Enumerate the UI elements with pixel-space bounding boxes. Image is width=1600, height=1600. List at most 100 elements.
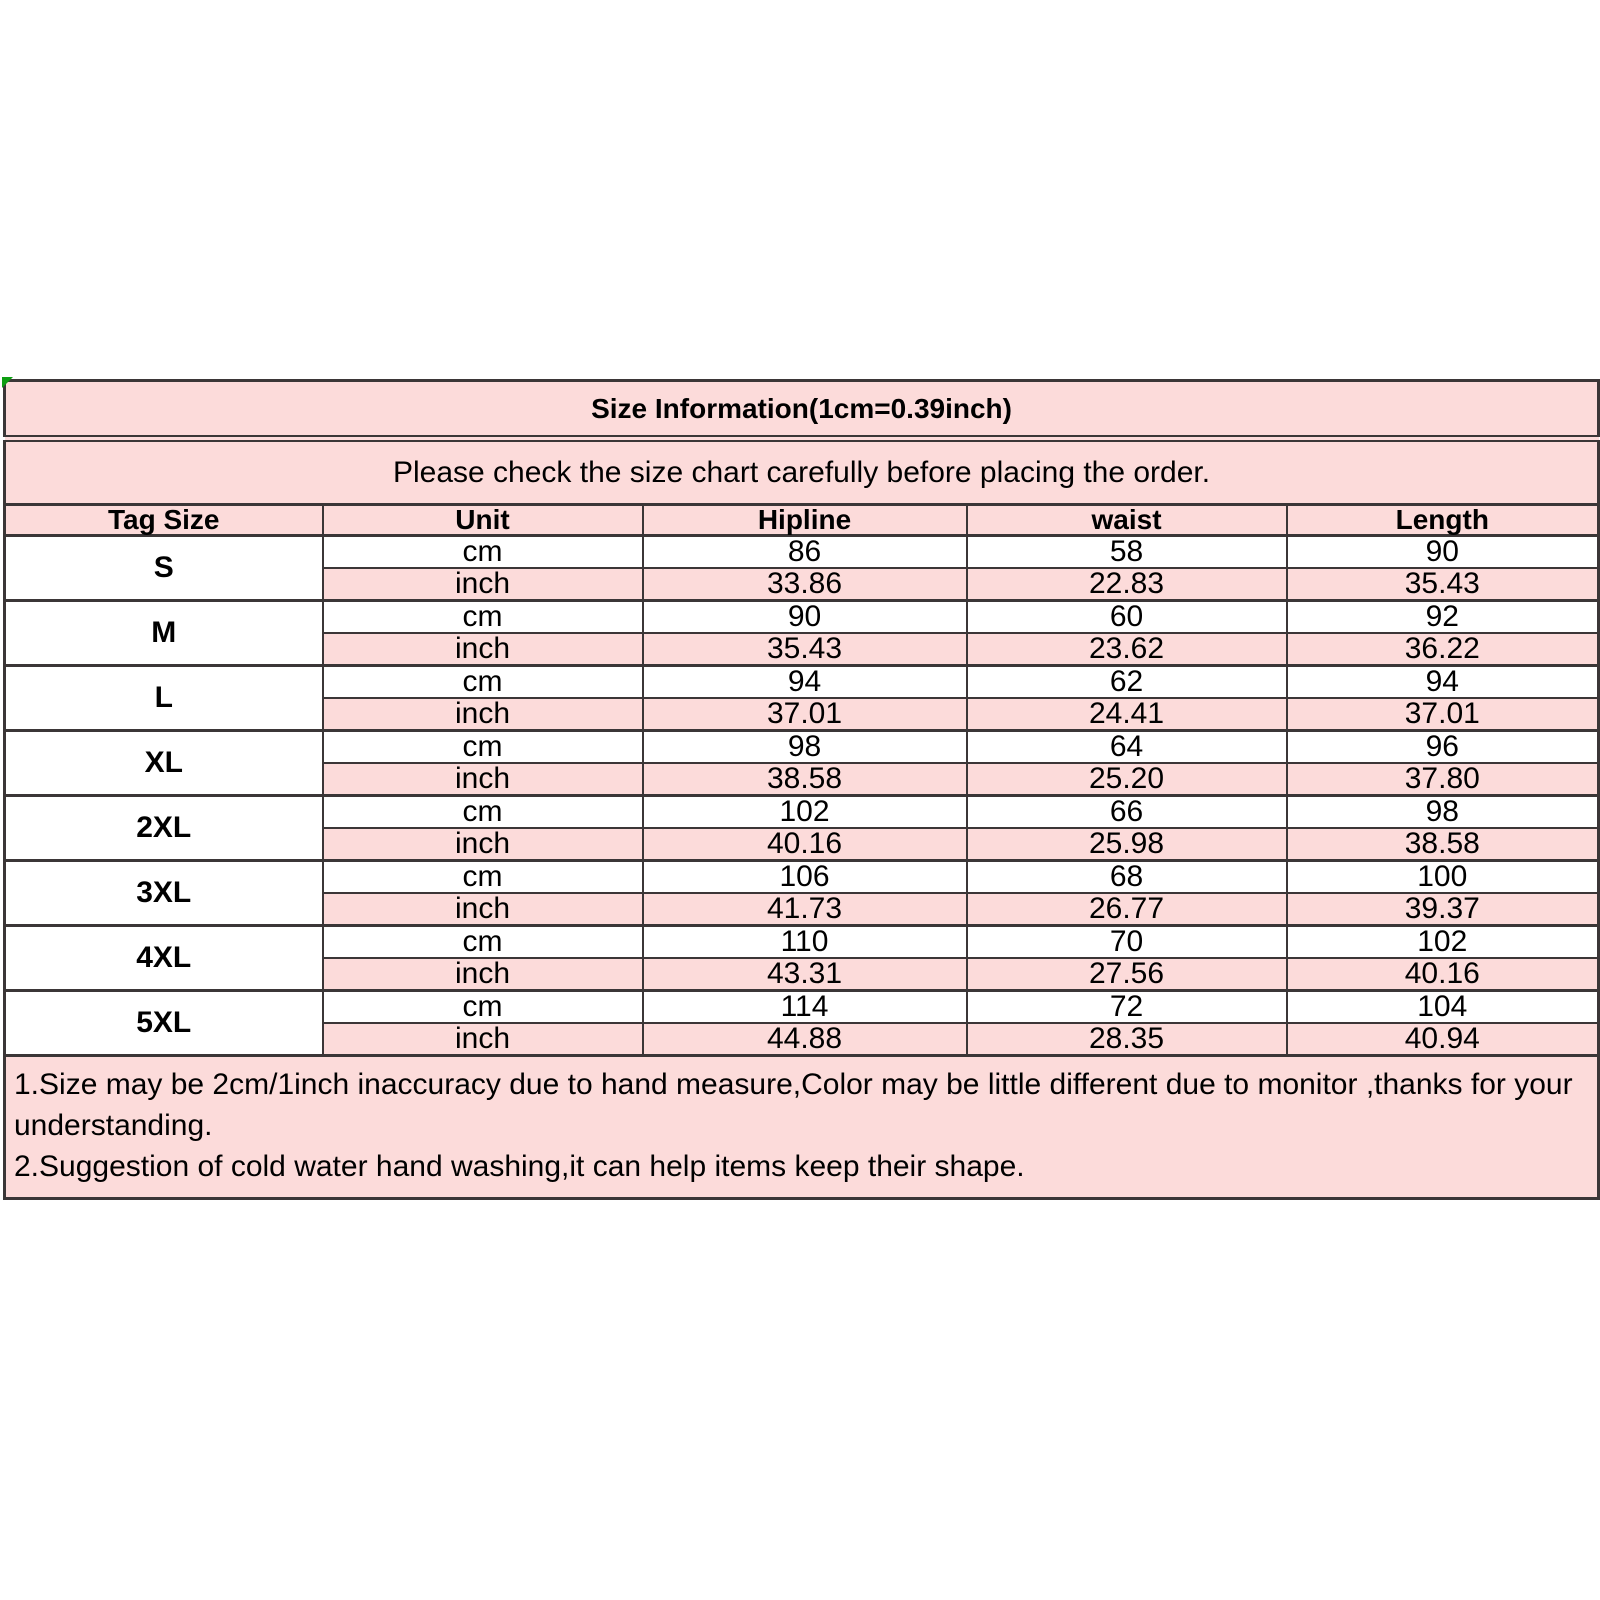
note-1: 1.Size may be 2cm/1inch inaccuracy due t… <box>14 1068 1573 1142</box>
unit-cell: inch <box>321 1022 644 1057</box>
unit-cell: cm <box>321 989 644 1024</box>
size-4xl-inch-row: inch 43.31 27.56 40.16 <box>5 957 1600 992</box>
size-2xl-cm-row: 2XL cm 102 66 98 <box>3 794 1600 862</box>
note-2: 2.Suggestion of cold water hand washing,… <box>14 1150 1025 1183</box>
waist-value: 23.62 <box>965 632 1288 667</box>
unit-cell: cm <box>321 534 644 569</box>
size-m-inch-row: inch 35.43 23.62 36.22 <box>5 632 1600 667</box>
unit-cell: cm <box>321 599 644 634</box>
unit-cell: inch <box>321 567 644 602</box>
hipline-value: 41.73 <box>641 892 968 927</box>
table-title: Size Information(1cm=0.39inch) <box>3 379 1600 442</box>
length-value: 94 <box>1285 664 1600 699</box>
title-row: Size Information(1cm=0.39inch) <box>3 379 1600 442</box>
waist-value: 68 <box>965 859 1288 894</box>
hipline-value: 102 <box>641 794 968 829</box>
size-m-cm-row: M cm 90 60 92 <box>3 599 1600 667</box>
col-header-tag-size: Tag Size <box>3 503 324 537</box>
length-value: 35.43 <box>1285 567 1600 602</box>
length-value: 40.94 <box>1285 1022 1600 1057</box>
size-5xl-cm-row: 5XL cm 114 72 104 <box>3 989 1600 1057</box>
waist-value: 26.77 <box>965 892 1288 927</box>
col-header-hipline: Hipline <box>641 503 968 537</box>
size-xl-cm-row: XL cm 98 64 96 <box>3 729 1600 797</box>
notes-row: 1.Size may be 2cm/1inch inaccuracy due t… <box>3 1054 1600 1200</box>
length-value: 102 <box>1285 924 1600 959</box>
size-3xl-cm-row: 3XL cm 106 68 100 <box>3 859 1600 927</box>
unit-cell: cm <box>321 794 644 829</box>
hipline-value: 86 <box>641 534 968 569</box>
col-header-waist: waist <box>965 503 1288 537</box>
unit-cell: cm <box>321 664 644 699</box>
size-tag-cell: XL <box>3 729 324 797</box>
hipline-value: 98 <box>641 729 968 764</box>
size-tag-cell: S <box>3 534 324 602</box>
unit-cell: cm <box>321 924 644 959</box>
size-tag-cell: 4XL <box>3 924 324 992</box>
unit-cell: inch <box>321 632 644 667</box>
waist-value: 70 <box>965 924 1288 959</box>
hipline-value: 35.43 <box>641 632 968 667</box>
size-tag-cell: 2XL <box>3 794 324 862</box>
size-tag-cell: M <box>3 599 324 667</box>
size-s-cm-row: S cm 86 58 90 <box>3 534 1600 602</box>
size-l-cm-row: L cm 94 62 94 <box>3 664 1600 732</box>
waist-value: 25.20 <box>965 762 1288 797</box>
size-4xl-cm-row: 4XL cm 110 70 102 <box>3 924 1600 992</box>
size-tag-cell: L <box>3 664 324 732</box>
hipline-value: 110 <box>641 924 968 959</box>
notes-cell: 1.Size may be 2cm/1inch inaccuracy due t… <box>3 1054 1600 1200</box>
unit-cell: inch <box>321 762 644 797</box>
waist-value: 25.98 <box>965 827 1288 862</box>
waist-value: 58 <box>965 534 1288 569</box>
hipline-value: 38.58 <box>641 762 968 797</box>
unit-cell: inch <box>321 892 644 927</box>
unit-cell: cm <box>321 859 644 894</box>
length-value: 100 <box>1285 859 1600 894</box>
col-header-length: Length <box>1285 503 1600 537</box>
length-value: 104 <box>1285 989 1600 1024</box>
unit-cell: inch <box>321 957 644 992</box>
table-subtitle: Please check the size chart carefully be… <box>3 437 1600 506</box>
hipline-value: 114 <box>641 989 968 1024</box>
length-value: 96 <box>1285 729 1600 764</box>
size-tag-cell: 3XL <box>3 859 324 927</box>
waist-value: 60 <box>965 599 1288 634</box>
green-corner-marker <box>2 377 13 388</box>
waist-value: 72 <box>965 989 1288 1024</box>
waist-value: 27.56 <box>965 957 1288 992</box>
length-value: 39.37 <box>1285 892 1600 927</box>
waist-value: 66 <box>965 794 1288 829</box>
unit-cell: inch <box>321 697 644 732</box>
subtitle-row: Please check the size chart carefully be… <box>3 437 1600 506</box>
length-value: 90 <box>1285 534 1600 569</box>
hipline-value: 33.86 <box>641 567 968 602</box>
waist-value: 28.35 <box>965 1022 1288 1057</box>
unit-cell: inch <box>321 827 644 862</box>
hipline-value: 37.01 <box>641 697 968 732</box>
length-value: 92 <box>1285 599 1600 634</box>
col-header-unit: Unit <box>321 503 644 537</box>
hipline-value: 90 <box>641 599 968 634</box>
waist-value: 22.83 <box>965 567 1288 602</box>
size-information-table: Size Information(1cm=0.39inch) Please ch… <box>3 379 1600 1200</box>
size-tag-cell: 5XL <box>3 989 324 1057</box>
length-value: 40.16 <box>1285 957 1600 992</box>
waist-value: 64 <box>965 729 1288 764</box>
header-row: Tag Size Unit Hipline waist Length <box>3 503 1600 537</box>
hipline-value: 106 <box>641 859 968 894</box>
length-value: 36.22 <box>1285 632 1600 667</box>
hipline-value: 43.31 <box>641 957 968 992</box>
length-value: 98 <box>1285 794 1600 829</box>
hipline-value: 40.16 <box>641 827 968 862</box>
waist-value: 24.41 <box>965 697 1288 732</box>
hipline-value: 44.88 <box>641 1022 968 1057</box>
hipline-value: 94 <box>641 664 968 699</box>
length-value: 37.80 <box>1285 762 1600 797</box>
length-value: 38.58 <box>1285 827 1600 862</box>
size-l-inch-row: inch 37.01 24.41 37.01 <box>5 697 1600 732</box>
length-value: 37.01 <box>1285 697 1600 732</box>
size-5xl-inch-row: inch 44.88 28.35 40.94 <box>5 1022 1600 1057</box>
waist-value: 62 <box>965 664 1288 699</box>
